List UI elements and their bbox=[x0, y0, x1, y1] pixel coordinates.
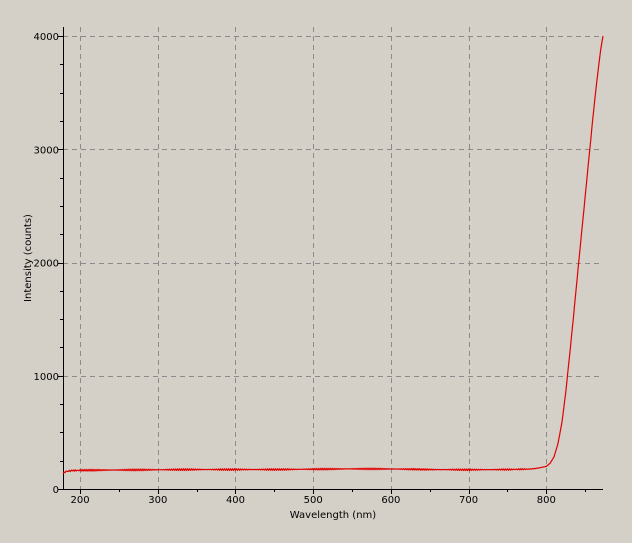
x-tick-label: 200 bbox=[71, 495, 90, 506]
x-tick-label: 600 bbox=[381, 495, 400, 506]
y-tick-label: 4000 bbox=[34, 32, 59, 43]
x-tick-label: 700 bbox=[459, 495, 478, 506]
series-layer bbox=[62, 35, 604, 474]
y-tick-label: 2000 bbox=[34, 259, 59, 270]
x-tick-label: 500 bbox=[304, 495, 323, 506]
x-tick-label: 300 bbox=[148, 495, 167, 506]
series-line-0 bbox=[62, 35, 604, 474]
x-tick-label: 400 bbox=[226, 495, 245, 506]
y-tick-label: 0 bbox=[53, 485, 59, 496]
y-axis-title: Intensity (counts) bbox=[23, 214, 34, 302]
grid-lines bbox=[63, 27, 603, 489]
x-axis-title: Wavelength (nm) bbox=[290, 510, 376, 521]
y-tick-label: 3000 bbox=[34, 145, 59, 156]
y-tick-label: 1000 bbox=[34, 372, 59, 383]
x-tick-label: 800 bbox=[537, 495, 556, 506]
axes: 200 300 400 500 600 700 800 0 1000 2000 3000 4000 bbox=[34, 27, 603, 506]
